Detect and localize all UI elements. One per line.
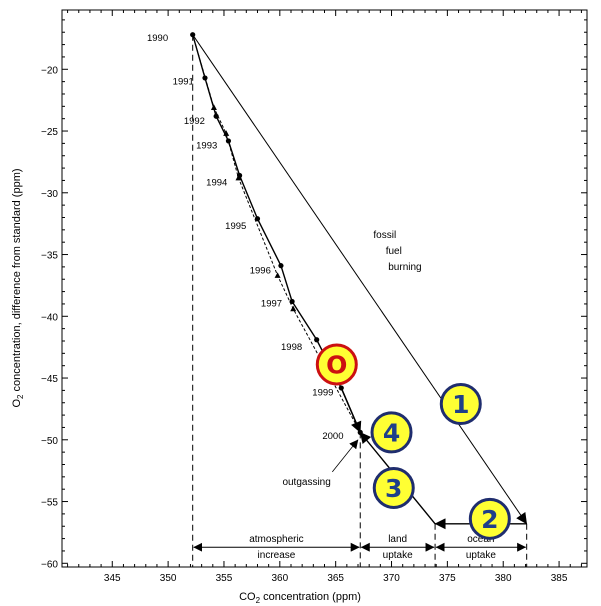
circle-data-point (278, 263, 284, 269)
annotation-text: fossil (373, 230, 396, 241)
year-label: 1990 (147, 33, 168, 44)
badge-circle (468, 497, 511, 540)
y-tick-label: −30 (41, 189, 58, 200)
year-label: 1998 (281, 342, 302, 353)
badge-label: 4 (383, 418, 400, 447)
x-tick-label: 380 (495, 573, 512, 584)
circle-data-point (213, 113, 219, 119)
chart-labels: CO2 concentration (ppm) O2 concentration… (11, 33, 422, 605)
span-label-bottom: uptake (466, 550, 496, 561)
span-label-top: ocean (467, 534, 494, 545)
badge-label: 3 (385, 474, 402, 503)
span-label-bottom: increase (258, 550, 296, 561)
trajectory-end-arrow (340, 387, 362, 433)
y-tick-label: −55 (41, 498, 58, 509)
annotation-text: outgassing (282, 477, 330, 488)
circle-data-point (314, 337, 320, 343)
year-label: 1999 (312, 388, 333, 399)
triangle-data-point (210, 104, 217, 110)
y-tick-label: −50 (41, 436, 58, 447)
badge-circle (315, 343, 358, 386)
circle-data-point (190, 32, 196, 38)
y-tick-label: −60 (41, 559, 58, 570)
year-label: 1997 (261, 299, 282, 310)
span-label-bottom: uptake (383, 550, 413, 561)
annotation-text: fuel (386, 246, 402, 257)
circle-data-point (289, 298, 295, 305)
triangle-data-point (235, 174, 242, 181)
triangle-data-point (223, 130, 230, 136)
year-label: 1993 (196, 141, 217, 152)
budget-arrows: atmospheric increase land uptake ocean uptake (192, 34, 528, 561)
data-points (190, 32, 363, 435)
year-label: 1995 (225, 221, 246, 232)
year-label: 1994 (206, 178, 227, 189)
outgassing-arrow (332, 439, 359, 473)
y-axis-label: O2 concentration, difference from standa… (11, 168, 25, 407)
y-tick-label: −40 (41, 312, 58, 323)
span-label-top: atmospheric (249, 534, 303, 545)
dashed-guides (192, 34, 528, 567)
fossil-fuel-arrow (192, 34, 528, 525)
axis-ticks: 345 350 355 360 365 370 375 380 385 −20 −25 −30 −35 −… (41, 10, 587, 584)
x-tick-label: 345 (104, 573, 121, 584)
year-label: 1996 (250, 265, 271, 276)
badge-circle (372, 466, 415, 509)
numbered-badges: O 1 4 3 2 (315, 343, 511, 540)
x-tick-label: 355 (216, 573, 233, 584)
triangle-data-point (274, 272, 281, 278)
x-axis-label: CO2 concentration (ppm) (239, 591, 361, 605)
x-tick-label: 350 (160, 573, 177, 584)
span-label-top: land (388, 534, 407, 545)
badge-label: O (326, 350, 347, 379)
triangle-data-point (290, 305, 297, 312)
circle-data-point (254, 216, 261, 222)
circle-data-point (225, 138, 232, 144)
y-tick-label: −25 (41, 127, 58, 138)
circle-data-point (357, 429, 363, 435)
badge-label: 1 (452, 390, 469, 419)
y-tick-label: −45 (41, 374, 58, 385)
x-tick-label: 385 (551, 573, 568, 584)
y-tick-label: −35 (41, 251, 58, 262)
year-label: 1992 (184, 116, 205, 127)
badge-circle (439, 382, 482, 425)
x-tick-label: 370 (383, 573, 400, 584)
year-label: 1991 (173, 76, 194, 87)
y-tick-label: −20 (41, 65, 58, 76)
annotation-text: burning (388, 262, 421, 273)
circle-data-point (338, 385, 344, 391)
x-tick-label: 365 (327, 573, 344, 584)
badge-circle (370, 411, 413, 454)
circle-data-point (202, 75, 208, 81)
x-tick-label: 375 (439, 573, 456, 584)
x-tick-label: 360 (271, 573, 288, 584)
badge-label: 2 (481, 505, 498, 534)
year-label: 2000 (322, 431, 343, 442)
